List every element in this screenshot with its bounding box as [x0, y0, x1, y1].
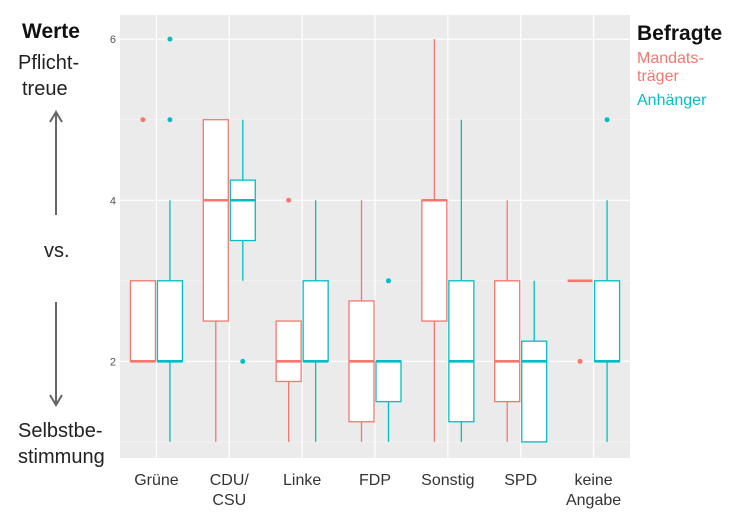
y-tick-label: 4 — [110, 195, 116, 207]
x-tick-label: keine — [574, 472, 612, 489]
outlier-point — [167, 36, 173, 42]
arrows-graphic — [49, 110, 63, 407]
outlier-point — [167, 117, 173, 123]
box-anhaenger — [593, 117, 621, 442]
outlier-point — [604, 117, 610, 123]
legend-anhaenger-line1: Anhänger — [637, 92, 707, 109]
box-rect — [202, 119, 229, 322]
box-mandatstraeger — [494, 200, 521, 442]
outlier-point — [577, 358, 583, 364]
outlier-point — [386, 278, 391, 284]
box-mandatstraeger — [421, 39, 448, 442]
x-tick-label: SPD — [504, 472, 537, 489]
legend-entry-anhaenger: Anhänger — [637, 92, 706, 110]
pflichttreue-line2: treue — [22, 78, 68, 100]
box-rect — [275, 320, 302, 383]
box-rect — [129, 280, 157, 362]
selbstbestimmung-line2: stimmung — [18, 446, 105, 468]
x-tick-label: FDP — [359, 472, 391, 489]
down-arrow-icon — [49, 302, 63, 407]
vs-label: vs. — [44, 240, 70, 262]
selbstbestimmung-line1: Selbstbe- — [18, 420, 103, 442]
x-tick-label: Grüne — [134, 472, 179, 489]
up-arrow-icon — [49, 110, 63, 215]
box-mandatstraeger — [348, 200, 375, 442]
box-rect — [375, 360, 402, 403]
box-rect — [302, 280, 329, 362]
box-anhaenger — [448, 119, 475, 442]
x-tick-label: CSU — [212, 492, 246, 509]
box-rect — [448, 280, 475, 423]
y-tick-label: 2 — [110, 356, 116, 368]
x-tick-label: Linke — [283, 472, 321, 489]
box-anhaenger — [521, 280, 548, 443]
box-rect — [156, 280, 184, 362]
pflichttreue-line1: Pflicht- — [18, 52, 80, 74]
outlier-point — [286, 197, 292, 203]
box-anhaenger — [156, 36, 184, 442]
box-rect — [421, 199, 448, 322]
legend-title: Befragte — [637, 22, 723, 45]
box-rect — [229, 179, 256, 242]
box-anhaenger — [375, 278, 402, 442]
werte-title: Werte — [22, 20, 80, 43]
box-mandatstraeger — [202, 119, 229, 442]
x-tick-label: Angabe — [566, 492, 621, 509]
box-rect — [593, 280, 621, 362]
legend-mandatstraeger-line1: Mandats- — [637, 50, 704, 67]
legend-mandatstraeger-line2: träger — [637, 68, 679, 85]
box-mandatstraeger — [129, 117, 157, 363]
y-tick-label: 6 — [110, 34, 116, 46]
box-anhaenger — [302, 200, 329, 442]
outlier-point — [140, 117, 146, 123]
box-rect — [521, 340, 548, 443]
x-tick-label: Sonstig — [421, 472, 474, 489]
box-rect — [494, 280, 521, 403]
box-mandatstraeger — [275, 197, 302, 442]
box-anhaenger — [229, 119, 256, 364]
outlier-point — [240, 358, 246, 364]
x-tick-label: CDU/ — [210, 472, 250, 489]
box-mandatstraeger — [567, 279, 593, 364]
legend-entry-mandatstraeger: Mandats- träger — [637, 50, 704, 86]
